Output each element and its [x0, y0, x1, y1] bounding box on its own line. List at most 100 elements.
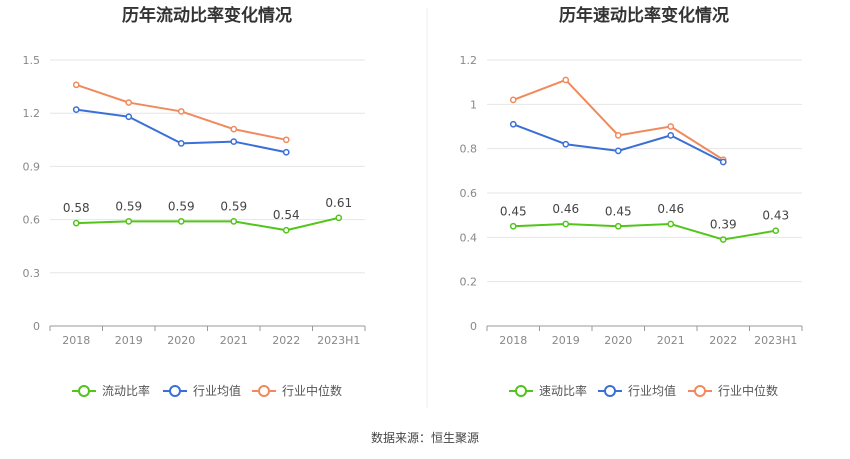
y-tick-label: 1.2	[23, 107, 41, 120]
data-label: 0.45	[605, 204, 632, 218]
legend[interactable]: 速动比率 行业均值 行业中位数	[509, 383, 778, 398]
chart-title: 历年速动比率变化情况	[559, 5, 729, 26]
legend[interactable]: 流动比率 行业均值 行业中位数	[72, 383, 342, 398]
legend-marker	[78, 385, 90, 397]
legend-item[interactable]: 流动比率	[72, 383, 150, 398]
data-point	[667, 123, 675, 130]
x-tick-label: 2018	[499, 334, 527, 347]
data-point	[282, 136, 290, 144]
data-point	[667, 220, 675, 228]
y-axis: 0 0.3 0.6 0.9 1.2 1.5	[23, 54, 41, 333]
y-tick-label: 1.5	[23, 54, 41, 67]
data-label: 0.58	[63, 201, 90, 215]
y-tick-label: 0.2	[460, 276, 478, 289]
x-tick-label: 2023H1	[317, 334, 360, 347]
legend-marker	[694, 385, 706, 397]
legend-label: 行业均值	[628, 383, 676, 398]
legend-marker	[515, 385, 527, 397]
y-tick-label: 0	[33, 320, 40, 333]
data-point	[72, 81, 80, 89]
data-point	[282, 148, 290, 156]
y-axis: 0 0.2 0.4 0.6 0.8 1 1.2	[460, 54, 478, 333]
data-label: 0.61	[325, 196, 352, 210]
x-tick-label: 2021	[220, 334, 248, 347]
data-point	[282, 226, 290, 234]
data-point	[125, 113, 133, 121]
y-tick-label: 0.9	[23, 160, 41, 173]
data-label: 0.59	[115, 199, 142, 213]
x-tick-label: 2020	[604, 334, 632, 347]
series-layer: 0.58 0.59 0.59 0.59 0.54 0.61	[63, 81, 352, 234]
data-label: 0.43	[762, 209, 789, 223]
series-line	[513, 223, 776, 241]
chart-panel-quick-ratio: 历年速动比率变化情况 0 0.2 0.4 0.6 0.8 1 1.2 2018 2019 202…	[460, 5, 803, 398]
x-tick-label: 2022	[709, 334, 737, 347]
data-point	[177, 108, 185, 115]
data-point	[335, 214, 343, 222]
series-line	[512, 123, 724, 163]
x-axis: 2018 2019 2020 2021 2022 2023H1	[49, 325, 366, 347]
gridlines	[487, 59, 802, 283]
data-label: 0.59	[168, 199, 195, 213]
y-tick-label: 1.2	[460, 54, 478, 67]
legend-item[interactable]: 行业均值	[598, 383, 676, 398]
data-point	[614, 147, 622, 155]
data-label: 0.46	[552, 202, 579, 216]
data-point	[509, 222, 517, 230]
x-tick-label: 2019	[115, 334, 143, 347]
data-point	[562, 140, 570, 148]
y-tick-label: 0.4	[460, 231, 478, 244]
chart-panel-current-ratio: 历年流动比率变化情况 0 0.3 0.6 0.9 1.2 1.5 2018 2019 2020…	[23, 5, 366, 398]
data-label: 0.54	[273, 208, 300, 222]
legend-item[interactable]: 速动比率	[509, 383, 587, 398]
chart-title: 历年流动比率变化情况	[122, 5, 292, 26]
data-point	[614, 132, 622, 139]
data-point	[177, 218, 185, 225]
x-tick-label: 2020	[167, 334, 195, 347]
y-tick-label: 0	[470, 320, 477, 333]
legend-label: 行业均值	[193, 383, 241, 398]
data-point	[509, 120, 517, 128]
data-point	[125, 99, 133, 106]
data-point	[72, 106, 80, 114]
y-tick-label: 1	[470, 98, 477, 111]
series-line	[76, 216, 339, 232]
legend-label: 行业中位数	[718, 383, 778, 398]
data-label: 0.45	[500, 204, 527, 218]
data-point	[667, 132, 675, 139]
data-point	[230, 218, 238, 225]
x-tick-label: 2019	[552, 334, 580, 347]
data-point	[772, 227, 780, 235]
legend-item[interactable]: 行业均值	[163, 383, 241, 398]
data-point	[230, 138, 238, 145]
data-point	[719, 236, 727, 243]
data-point	[562, 76, 570, 84]
x-tick-label: 2023H1	[754, 334, 797, 347]
legend-marker	[169, 385, 181, 397]
x-axis: 2018 2019 2020 2021 2022 2023H1	[486, 325, 803, 347]
y-tick-label: 0.8	[460, 143, 478, 156]
data-point	[562, 220, 570, 228]
data-point	[230, 125, 238, 133]
data-label: 0.39	[710, 218, 737, 232]
legend-item[interactable]: 行业中位数	[252, 383, 342, 398]
data-point	[614, 222, 622, 230]
data-point	[509, 96, 517, 104]
x-tick-label: 2018	[62, 334, 90, 347]
legend-marker	[604, 385, 616, 397]
data-point	[719, 158, 727, 166]
legend-label: 流动比率	[102, 383, 150, 398]
data-source-note: 数据来源：恒生聚源	[371, 430, 479, 445]
x-tick-label: 2022	[272, 334, 300, 347]
legend-item[interactable]: 行业中位数	[688, 383, 778, 398]
legend-label: 行业中位数	[282, 383, 342, 398]
x-tick-label: 2021	[657, 334, 685, 347]
series-layer: 0.45 0.46 0.45 0.46 0.39 0.43	[500, 76, 789, 243]
y-tick-label: 0.6	[23, 214, 41, 227]
legend-marker	[258, 385, 270, 397]
data-point	[125, 218, 133, 225]
data-point	[177, 139, 185, 147]
y-tick-label: 0.3	[23, 267, 41, 280]
data-label: 0.46	[657, 202, 684, 216]
